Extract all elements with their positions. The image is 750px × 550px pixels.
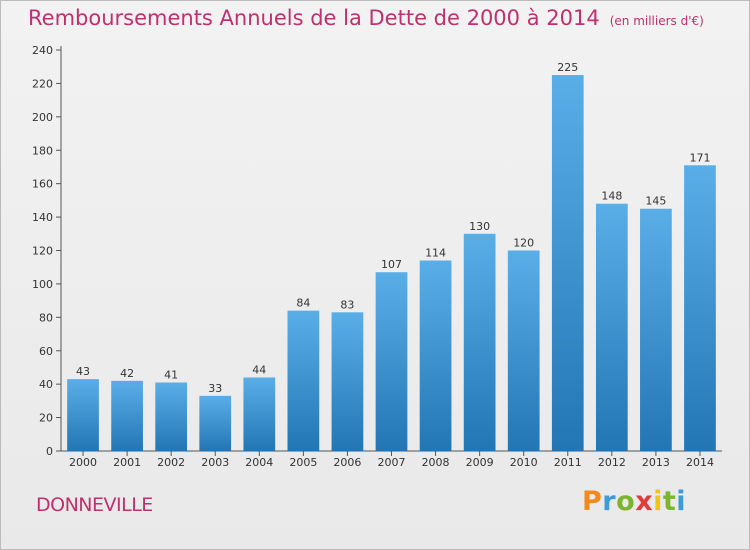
bar-2010[interactable] — [507, 250, 540, 452]
bar-2008[interactable] — [419, 260, 452, 451]
x-tick-label: 2010 — [510, 456, 538, 469]
y-tick-label: 120 — [32, 245, 53, 258]
bar-2005[interactable] — [287, 310, 320, 451]
x-tick-label: 2003 — [201, 456, 229, 469]
proxiti-logo[interactable]: Proxiti — [582, 486, 686, 517]
data-labels: 43 42 41 33 44 84 83 107 114 130 120 225 148 145 171 — [76, 61, 710, 395]
bar-2001[interactable] — [111, 380, 143, 451]
bar-2003[interactable] — [199, 395, 232, 451]
y-tick-label: 160 — [32, 178, 53, 191]
title-text: Remboursements Annuels de la Dette de 20… — [28, 6, 600, 30]
x-tick-label: 2014 — [686, 456, 714, 469]
bars — [67, 75, 716, 451]
y-tick-label: 80 — [39, 311, 53, 324]
y-tick-label: 240 — [32, 44, 53, 57]
x-tick-label: 2001 — [113, 456, 141, 469]
x-tick-label: 2002 — [157, 456, 185, 469]
bar-2009[interactable] — [463, 233, 496, 451]
logo-letter: r — [602, 486, 617, 517]
y-tick-label: 220 — [32, 77, 53, 90]
data-label-2004: 44 — [252, 363, 266, 376]
data-label-2012: 148 — [601, 190, 622, 203]
x-tick-label: 2013 — [642, 456, 670, 469]
data-label-2011: 225 — [557, 61, 578, 74]
logo-letter: i — [676, 486, 687, 517]
x-tick-label: 2008 — [422, 456, 450, 469]
data-label-2014: 171 — [689, 151, 710, 164]
bar-2006[interactable] — [331, 312, 364, 451]
x-tick-label: 2009 — [466, 456, 494, 469]
logo-letter: o — [616, 486, 636, 517]
data-label-2010: 120 — [513, 237, 534, 250]
x-tick-label: 2006 — [333, 456, 361, 469]
data-label-2008: 114 — [425, 247, 446, 260]
bar-2014[interactable] — [684, 165, 716, 451]
bar-2012[interactable] — [595, 203, 628, 451]
y-tick-label: 60 — [39, 345, 53, 358]
bar-2000[interactable] — [67, 379, 99, 451]
x-tick-label: 2011 — [554, 456, 582, 469]
y-tick-label: 20 — [39, 412, 53, 425]
data-label-2006: 83 — [340, 298, 354, 311]
title-unit: (en milliers d'€) — [609, 14, 704, 28]
y-tick-label: 200 — [32, 111, 53, 124]
bar-2002[interactable] — [155, 382, 188, 451]
bar-2011[interactable] — [551, 75, 584, 451]
y-tick-label: 180 — [32, 144, 53, 157]
y-tick-label: 40 — [39, 378, 53, 391]
data-label-2005: 84 — [296, 297, 310, 310]
x-tick-label: 2012 — [598, 456, 626, 469]
data-label-2009: 130 — [469, 220, 490, 233]
bar-2004[interactable] — [243, 377, 276, 451]
data-label-2002: 41 — [164, 368, 178, 381]
bar-2007[interactable] — [375, 272, 408, 451]
x-tick-label: 2007 — [378, 456, 406, 469]
logo-letter: t — [662, 486, 677, 517]
x-tick-label: 2005 — [289, 456, 317, 469]
logo-letter: i — [653, 486, 663, 517]
bar-2013[interactable] — [640, 208, 672, 451]
x-tick-label: 2004 — [245, 456, 273, 469]
data-label-2013: 145 — [645, 195, 666, 208]
y-tick-label: 100 — [32, 278, 53, 291]
data-label-2001: 42 — [120, 367, 134, 380]
logo-letter: x — [635, 486, 654, 517]
x-tick-label: 2000 — [69, 456, 97, 469]
data-label-2003: 33 — [208, 382, 222, 395]
logo-letter: P — [582, 486, 603, 517]
city-name: DONNEVILLE — [36, 494, 153, 516]
y-tick-label: 140 — [32, 211, 53, 224]
y-tick-label: 0 — [46, 445, 53, 458]
data-label-2007: 107 — [381, 258, 402, 271]
data-label-2000: 43 — [76, 365, 90, 378]
chart-title: Remboursements Annuels de la Dette de 20… — [28, 6, 704, 30]
